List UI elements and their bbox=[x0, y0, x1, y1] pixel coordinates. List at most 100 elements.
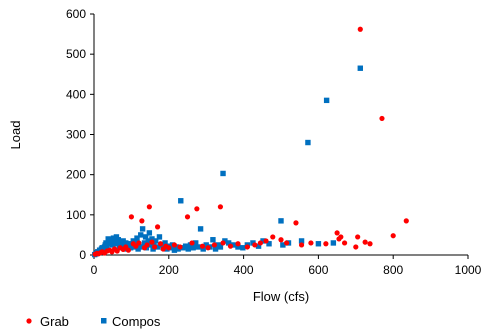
compos-point bbox=[147, 242, 153, 248]
grab-point bbox=[146, 204, 152, 210]
data-points bbox=[92, 26, 409, 258]
grab-point bbox=[149, 239, 155, 245]
legend: Grab Compos bbox=[26, 314, 161, 329]
compos-point bbox=[171, 247, 178, 253]
grab-point bbox=[341, 240, 348, 246]
legend-grab-marker bbox=[26, 318, 32, 324]
compos-point bbox=[139, 244, 145, 250]
y-axis-title: Load bbox=[8, 121, 23, 150]
x-tick-label: 0 bbox=[91, 263, 98, 277]
compos-point bbox=[175, 246, 181, 252]
grab-point bbox=[177, 244, 183, 250]
grab-point bbox=[323, 241, 329, 247]
grab-point bbox=[139, 218, 145, 224]
series-compos bbox=[92, 65, 363, 258]
compos-point bbox=[138, 232, 144, 238]
grab-point bbox=[227, 243, 234, 249]
x-tick-label: 1000 bbox=[455, 263, 482, 277]
grab-point bbox=[235, 241, 241, 247]
grab-point bbox=[263, 238, 269, 244]
compos-point bbox=[142, 234, 149, 240]
compos-point bbox=[240, 245, 246, 251]
grab-point bbox=[217, 204, 224, 210]
grab-point bbox=[357, 26, 363, 32]
compos-point bbox=[123, 240, 129, 246]
grab-point bbox=[171, 242, 178, 248]
grab-point bbox=[136, 240, 142, 246]
compos-point bbox=[278, 218, 284, 224]
compos-point bbox=[153, 238, 159, 244]
x-tick-labels: 0 200 400 600 800 1000 bbox=[91, 255, 482, 277]
compos-point bbox=[113, 234, 120, 240]
compos-point bbox=[323, 97, 330, 104]
compos-point bbox=[260, 238, 266, 244]
compos-point bbox=[127, 245, 134, 251]
grab-point bbox=[390, 233, 396, 239]
y-tick-label: 100 bbox=[66, 208, 86, 222]
grab-point bbox=[257, 240, 264, 246]
grab-point bbox=[379, 115, 385, 122]
grab-point bbox=[220, 240, 226, 246]
compos-point bbox=[135, 246, 141, 252]
compos-point bbox=[235, 244, 241, 250]
x-tick-label: 800 bbox=[383, 263, 403, 277]
grab-point bbox=[194, 206, 200, 212]
x-axis-title: Flow (cfs) bbox=[253, 289, 309, 304]
compos-point bbox=[200, 246, 206, 252]
compos-point bbox=[134, 235, 140, 241]
compos-point bbox=[266, 241, 272, 247]
y-tick-label: 500 bbox=[66, 47, 86, 61]
x-tick-label: 600 bbox=[308, 263, 328, 277]
grab-point bbox=[308, 240, 314, 246]
grab-point bbox=[184, 214, 191, 220]
compos-point bbox=[195, 244, 201, 250]
compos-point bbox=[230, 242, 236, 248]
grab-point bbox=[353, 244, 359, 250]
legend-compos-label: Compos bbox=[112, 314, 161, 329]
compos-point bbox=[225, 240, 232, 246]
compos-point bbox=[315, 241, 322, 247]
series-grab bbox=[92, 26, 409, 257]
compos-point bbox=[117, 239, 123, 245]
y-tick-label: 300 bbox=[66, 128, 86, 142]
grab-point bbox=[154, 224, 161, 230]
compos-point bbox=[197, 226, 204, 232]
compos-point bbox=[255, 243, 262, 249]
compos-point bbox=[193, 240, 199, 246]
compos-point bbox=[220, 170, 226, 177]
y-tick-label: 600 bbox=[66, 7, 86, 21]
grab-point bbox=[151, 244, 158, 250]
compos-point bbox=[139, 226, 146, 232]
grab-point bbox=[284, 240, 290, 246]
compos-point bbox=[203, 242, 209, 248]
grab-point bbox=[144, 242, 150, 248]
grab-point bbox=[244, 244, 250, 250]
grab-point bbox=[205, 245, 211, 251]
grab-point bbox=[125, 247, 132, 253]
grab-point bbox=[334, 230, 340, 236]
compos-point bbox=[210, 237, 216, 243]
compos-point bbox=[178, 198, 184, 204]
x-tick-label: 200 bbox=[159, 263, 179, 277]
compos-point bbox=[145, 238, 151, 244]
compos-point bbox=[156, 234, 163, 240]
grab-point bbox=[367, 241, 373, 247]
grab-point bbox=[293, 220, 299, 226]
grab-point bbox=[298, 242, 305, 248]
legend-compos-marker bbox=[101, 318, 107, 324]
grab-point bbox=[189, 240, 195, 246]
grab-point bbox=[278, 237, 284, 243]
y-tick-label: 0 bbox=[79, 248, 86, 262]
compos-point bbox=[330, 240, 337, 246]
compos-point bbox=[103, 240, 109, 246]
compos-point bbox=[141, 240, 148, 246]
grab-point bbox=[338, 234, 344, 240]
compos-point bbox=[222, 238, 228, 244]
compos-point bbox=[190, 245, 196, 251]
grab-point bbox=[128, 214, 134, 220]
grab-point bbox=[199, 243, 206, 249]
y-tick-label: 400 bbox=[66, 87, 86, 101]
grab-point bbox=[355, 234, 361, 240]
grab-point bbox=[211, 242, 218, 248]
